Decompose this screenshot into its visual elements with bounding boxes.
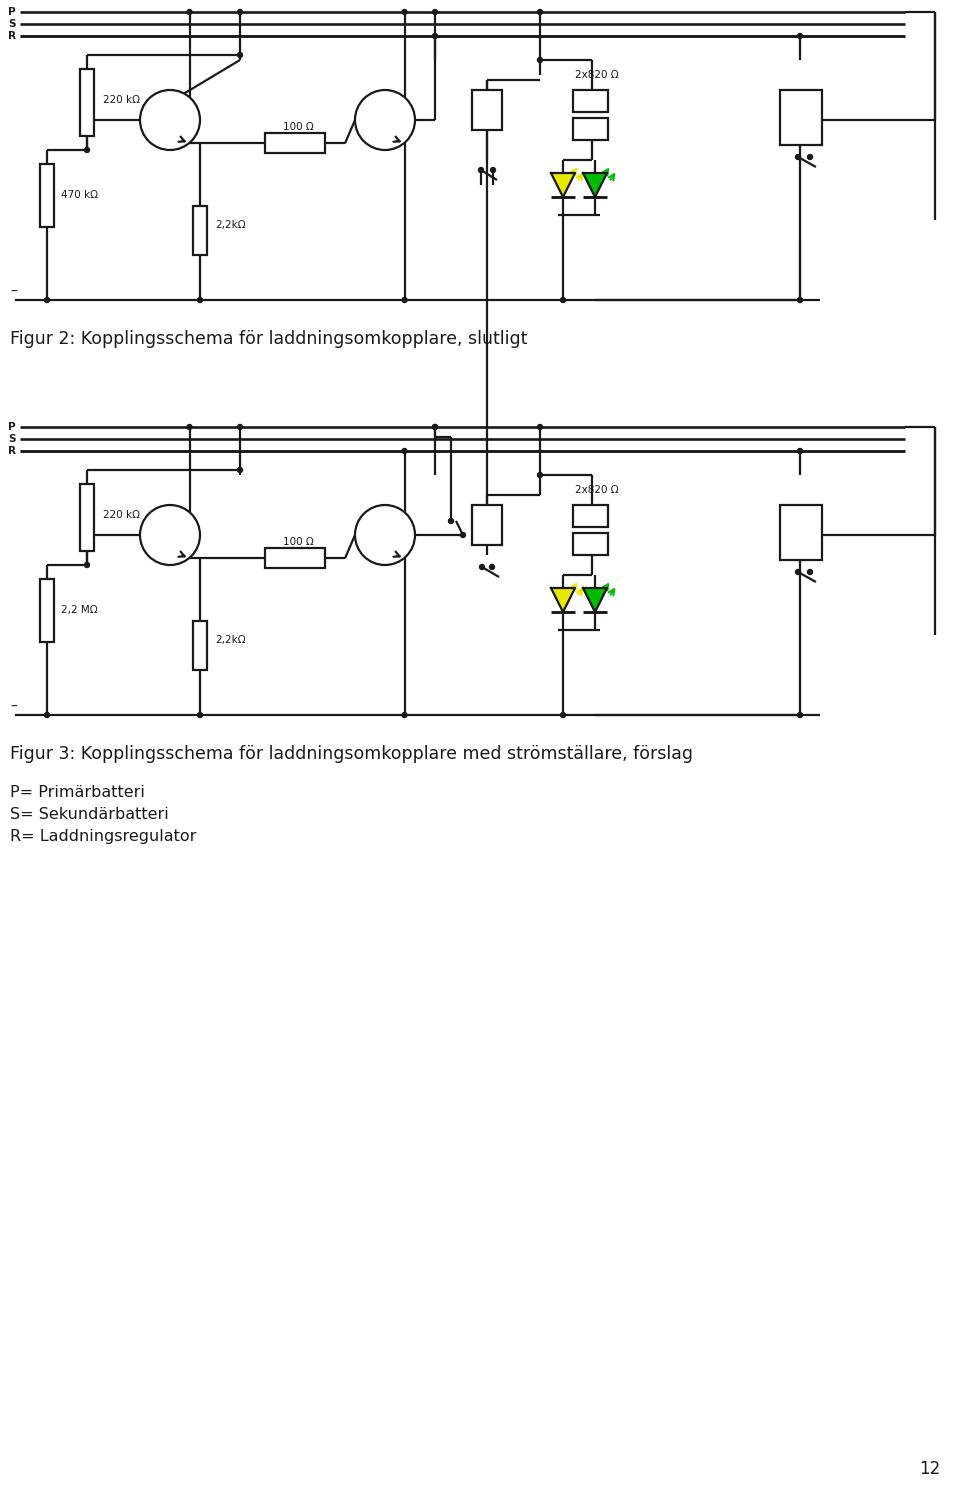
Circle shape [561,713,565,718]
Polygon shape [551,173,575,197]
Circle shape [355,90,415,150]
Circle shape [561,298,565,302]
Circle shape [44,713,50,718]
Circle shape [198,298,203,302]
Circle shape [355,505,415,565]
Bar [193,620,207,670]
Circle shape [538,9,542,15]
Polygon shape [583,173,607,197]
Circle shape [402,713,407,718]
Bar [40,579,54,641]
Circle shape [807,154,812,160]
Text: 220 kΩ: 220 kΩ [103,96,140,105]
Polygon shape [551,588,575,611]
Text: 2,2 MΩ: 2,2 MΩ [61,605,98,614]
Circle shape [538,425,542,429]
Circle shape [433,425,438,429]
Circle shape [798,298,803,302]
Bar [573,505,608,528]
Circle shape [798,713,803,718]
Bar [80,69,94,136]
Circle shape [807,570,812,574]
Text: –: – [10,286,17,299]
Circle shape [538,472,542,477]
Text: R: R [8,31,16,40]
Bar [472,505,502,546]
Text: 2,2kΩ: 2,2kΩ [215,635,246,644]
Bar [573,90,608,112]
Circle shape [796,154,801,160]
Text: 100 Ω: 100 Ω [283,123,314,133]
Text: 12: 12 [919,1461,940,1479]
Circle shape [491,167,495,172]
Circle shape [433,9,438,15]
Circle shape [187,9,192,15]
Bar [472,90,502,130]
Circle shape [237,425,243,429]
Text: 2x820 Ω: 2x820 Ω [575,70,618,81]
Circle shape [538,57,542,63]
Circle shape [84,148,89,152]
Bar [40,163,54,227]
Text: S: S [8,19,15,28]
Circle shape [798,33,803,39]
Circle shape [433,425,438,429]
Bar [265,133,325,154]
Text: 2x820 Ω: 2x820 Ω [575,484,618,495]
Circle shape [140,505,200,565]
Circle shape [84,562,89,568]
Text: S: S [8,434,15,444]
Circle shape [44,298,50,302]
Text: 220 kΩ: 220 kΩ [103,510,140,520]
Bar [265,549,325,568]
Circle shape [237,9,243,15]
Circle shape [237,468,243,472]
Bar [780,90,822,145]
Text: P= Primärbatteri: P= Primärbatteri [10,785,145,800]
Circle shape [402,448,407,453]
Text: –: – [10,700,17,715]
Circle shape [490,565,494,570]
Text: R= Laddningsregulator: R= Laddningsregulator [10,830,197,845]
Bar [573,534,608,555]
Circle shape [140,90,200,150]
Circle shape [402,298,407,302]
Text: 100 Ω: 100 Ω [283,537,314,547]
Circle shape [461,532,466,538]
Text: Figur 2: Kopplingsschema för laddningsomkopplare, slutligt: Figur 2: Kopplingsschema för laddningsom… [10,330,527,348]
Circle shape [448,519,453,523]
Circle shape [402,9,407,15]
Circle shape [198,713,203,718]
Circle shape [187,425,192,429]
Text: S= Sekundärbatteri: S= Sekundärbatteri [10,807,169,822]
Circle shape [478,167,484,172]
Text: 2,2kΩ: 2,2kΩ [215,220,246,230]
Text: Figur 3: Kopplingsschema för laddningsomkopplare med strömställare, förslag: Figur 3: Kopplingsschema för laddningsom… [10,745,693,762]
Circle shape [237,52,243,57]
Text: 470 kΩ: 470 kΩ [61,190,98,200]
Bar [780,505,822,561]
Bar [80,484,94,550]
Circle shape [796,570,801,574]
Polygon shape [583,588,607,611]
Circle shape [798,448,803,453]
Bar [573,118,608,141]
Text: P: P [8,422,15,432]
Bar [193,205,207,254]
Text: P: P [8,7,15,16]
Circle shape [433,33,438,39]
Circle shape [479,565,485,570]
Text: R: R [8,446,16,456]
